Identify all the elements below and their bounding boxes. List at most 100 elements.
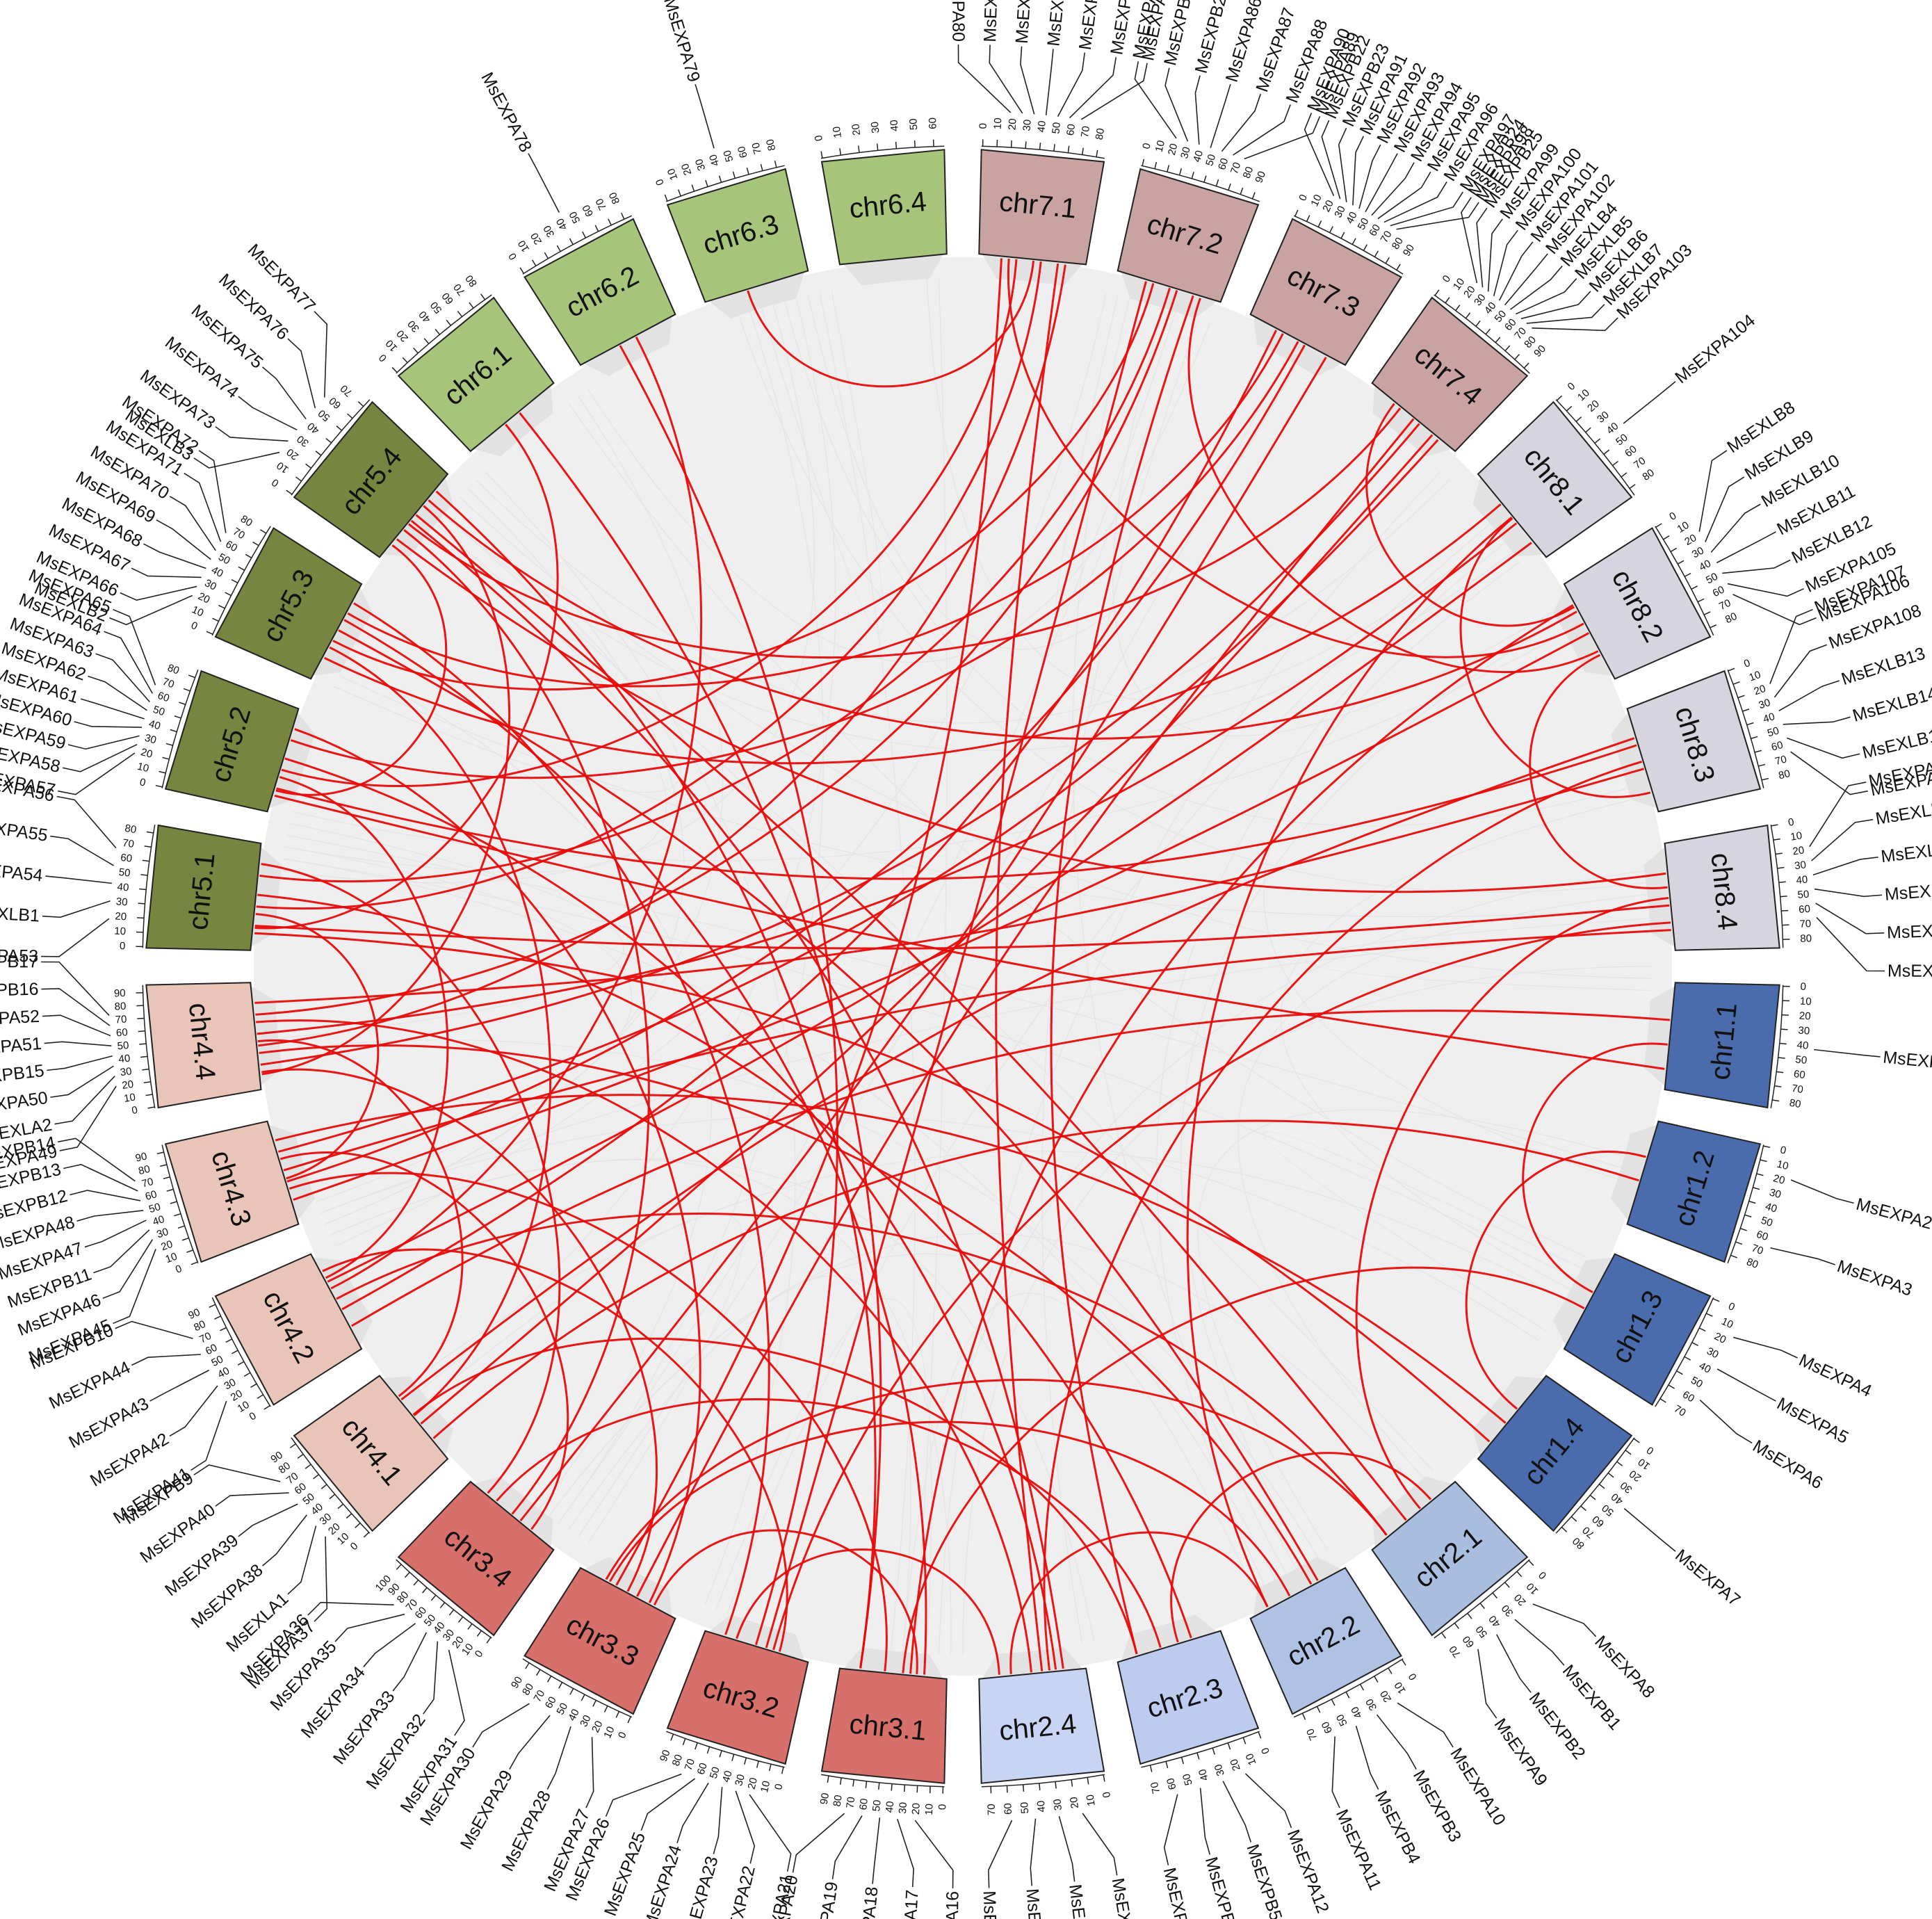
scale-tick	[1317, 220, 1322, 227]
gene-leader-line	[238, 1503, 298, 1537]
scale-tick	[435, 328, 441, 335]
chromosome-label: chr7.1	[998, 186, 1078, 225]
gene-label: MsEXPA23	[680, 1854, 722, 1919]
scale-tick	[1585, 427, 1591, 433]
scale-tick-label: 30	[295, 432, 311, 449]
scale-tick-label: 50	[1760, 1215, 1774, 1229]
scale-tick-label: 0	[1800, 981, 1806, 993]
scale-tick	[1345, 1692, 1350, 1699]
background-link	[567, 402, 1587, 1258]
scale-tick-label: 30	[869, 121, 882, 133]
scale-tick-label: 40	[1609, 1491, 1625, 1507]
scale-tick-label: 20	[229, 1388, 245, 1404]
scale-tick-label: 10	[1675, 519, 1691, 535]
scale-tick	[1771, 824, 1778, 827]
scale-tick-label: 60	[115, 1026, 128, 1039]
scale-tick-label: 0	[1536, 1569, 1549, 1582]
scale-tick-label: 10	[1308, 193, 1324, 208]
scale-tick-label: 50	[422, 1612, 439, 1629]
scale-tick-label: 50	[870, 1799, 884, 1812]
gene-leader-line	[1623, 1507, 1676, 1552]
scale-tick-label: 80	[1800, 932, 1812, 945]
gene-leader-line	[1710, 503, 1761, 553]
scale-tick	[695, 1742, 698, 1750]
link-chr8.2-chr3.1	[909, 604, 1574, 1674]
scale-axis	[1770, 824, 1784, 948]
gene-label: MsEXPA4	[1796, 1350, 1874, 1401]
link-chr2.3-chr3.4	[496, 1398, 1162, 1649]
scale-tick	[1374, 250, 1379, 257]
gene-leader-line	[58, 1137, 136, 1182]
gene-leader-line	[1816, 916, 1885, 972]
gene-leader-line	[113, 608, 156, 686]
scale-tick	[243, 1372, 251, 1377]
gene-leader-line	[1815, 902, 1885, 934]
scale-tick-label: 0	[616, 1730, 629, 1740]
link-chr8.3-chr8.1	[1459, 517, 1651, 798]
link-chr5.1-chr6.1	[254, 423, 559, 930]
scale-tick	[430, 1594, 437, 1601]
scale-tick	[536, 1669, 541, 1676]
gene-leader-line	[1221, 93, 1262, 152]
link-chr2.2-chr2.4	[1009, 1531, 1269, 1674]
scale-tick-label: 80	[277, 1460, 293, 1477]
scale-tick-label: 40	[1196, 1767, 1211, 1782]
scale-tick	[1773, 838, 1780, 841]
link-chr7.1-chr5.2	[281, 259, 1018, 788]
scale-tick	[155, 784, 163, 788]
link-chr1.2-chr1.4	[1465, 1151, 1646, 1410]
scale-tick	[1514, 353, 1520, 360]
scale-tick	[1629, 484, 1636, 489]
gene-leader-line	[1461, 197, 1478, 284]
scale-tick-label: 80	[764, 138, 778, 152]
scale-tick	[820, 151, 823, 159]
background-link	[1306, 918, 1651, 991]
scale-tick-label: 20	[1753, 683, 1767, 698]
chromosome-label: chr4.4	[183, 1001, 221, 1081]
scale-tick-label: 80	[463, 273, 480, 289]
scale-tick-label: 60	[1793, 1068, 1806, 1081]
scale-tick-label: 40	[1349, 1705, 1365, 1721]
scale-tick	[1751, 736, 1758, 739]
scale-tick-label: 40	[1796, 874, 1808, 887]
scale-tick	[160, 1164, 168, 1167]
scale-tick	[142, 1068, 149, 1071]
scale-tick	[1363, 244, 1367, 251]
gene-leader-line	[1244, 116, 1321, 160]
scale-tick-label: 50	[1614, 432, 1630, 448]
scale-tick-label: 80	[1390, 236, 1406, 252]
link-chr4.3-chr5.1	[255, 913, 380, 1180]
scale-tick-label: 30	[202, 577, 218, 593]
gene-label: MsEXPA54	[0, 857, 44, 885]
scale-tick	[1698, 1327, 1706, 1332]
scale-tick	[664, 194, 668, 202]
scale-tick-label: 0	[377, 352, 389, 364]
scale-tick	[1761, 777, 1769, 781]
chromosome-block-chr8.3	[1626, 670, 1762, 813]
scale-tick-label: 30	[222, 1376, 238, 1392]
scale-tick	[1774, 1085, 1782, 1087]
scale-tick-label: 40	[1796, 1039, 1809, 1051]
link-chr1.4-chr4.3	[275, 1094, 1507, 1424]
scale-tick-label: 40	[209, 564, 225, 580]
gene-leader-line	[50, 1065, 114, 1098]
link-chr2.4-chr4.4	[256, 1019, 1032, 1673]
scale-tick-label: 0	[1726, 1300, 1737, 1313]
scale-axis	[820, 1774, 945, 1788]
scale-tick	[1196, 1752, 1200, 1760]
scale-tick	[1385, 257, 1390, 264]
link-chr8.4-chr5.1	[254, 904, 1670, 950]
scale-tick-label: 60	[1680, 1388, 1696, 1404]
scale-tick	[531, 259, 537, 266]
scale-tick-label: 20	[284, 446, 301, 462]
scale-tick	[1087, 1777, 1089, 1785]
gene-leader-line	[1477, 1649, 1497, 1719]
gene-leader-line	[143, 543, 206, 569]
scale-tick	[138, 902, 145, 905]
scale-tick	[413, 347, 419, 354]
scale-tick-label: 0	[772, 1783, 785, 1791]
link-chr6.1-chr3.1	[519, 412, 882, 1669]
